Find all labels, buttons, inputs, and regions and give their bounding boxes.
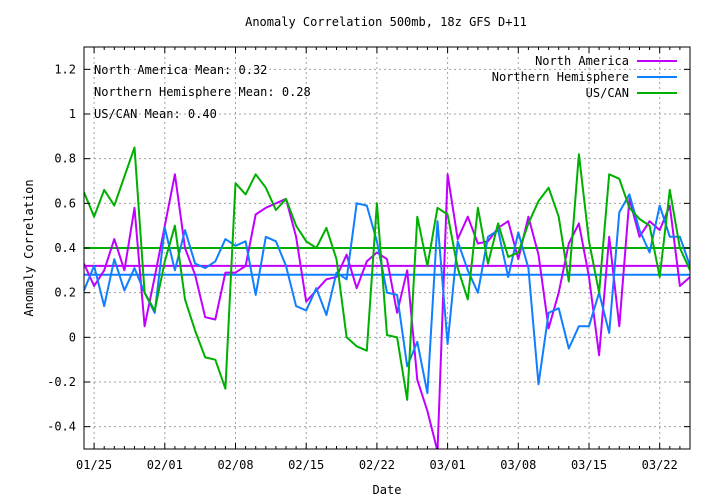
x-tick-label: 02/15 bbox=[288, 458, 324, 472]
x-tick-label: 03/22 bbox=[642, 458, 678, 472]
x-tick-label: 02/01 bbox=[147, 458, 183, 472]
x-tick-label: 03/15 bbox=[571, 458, 607, 472]
chart-title: Anomaly Correlation 500mb, 18z GFS D+11 bbox=[245, 15, 527, 29]
y-tick-label: 0 bbox=[69, 330, 76, 344]
x-tick-label: 03/08 bbox=[500, 458, 536, 472]
y-tick-label: 1 bbox=[69, 107, 76, 121]
y-tick-label: 0.8 bbox=[54, 152, 76, 166]
y-tick-label: 0.2 bbox=[54, 286, 76, 300]
mean-annotation: US/CAN Mean: 0.40 bbox=[94, 107, 217, 121]
series-line bbox=[84, 146, 690, 401]
x-tick-label: 01/25 bbox=[76, 458, 112, 472]
y-axis-label: Anomaly Correlation bbox=[22, 179, 36, 316]
legend: North America Northern Hemisphere US/CAN bbox=[492, 54, 677, 100]
mean-annotation: North America Mean: 0.32 bbox=[94, 63, 267, 77]
series-line bbox=[84, 173, 690, 449]
x-tick-label: 02/22 bbox=[359, 458, 395, 472]
legend-label: North America bbox=[535, 54, 629, 68]
mean-annotation: Northern Hemisphere Mean: 0.28 bbox=[94, 85, 311, 99]
y-tick-label: 1.2 bbox=[54, 62, 76, 76]
x-axis-label: Date bbox=[373, 483, 402, 497]
y-tick-label: -0.2 bbox=[47, 375, 76, 389]
axis-ticks: -0.4 -0.2 0 0.2 0.4 0.6 0.8 1 1.2 01/25 02/01 02/08… bbox=[47, 47, 691, 472]
series-line bbox=[84, 193, 690, 395]
x-tick-label: 03/01 bbox=[430, 458, 466, 472]
y-tick-label: -0.4 bbox=[47, 420, 76, 434]
y-tick-label: 0.6 bbox=[54, 196, 76, 210]
legend-label: Northern Hemisphere bbox=[492, 70, 629, 84]
legend-label: US/CAN bbox=[586, 86, 629, 100]
means-annotations: North America Mean: 0.32 Northern Hemisph… bbox=[94, 63, 311, 121]
x-tick-label: 02/08 bbox=[217, 458, 253, 472]
series-lines bbox=[84, 146, 690, 449]
y-tick-label: 0.4 bbox=[54, 241, 76, 255]
